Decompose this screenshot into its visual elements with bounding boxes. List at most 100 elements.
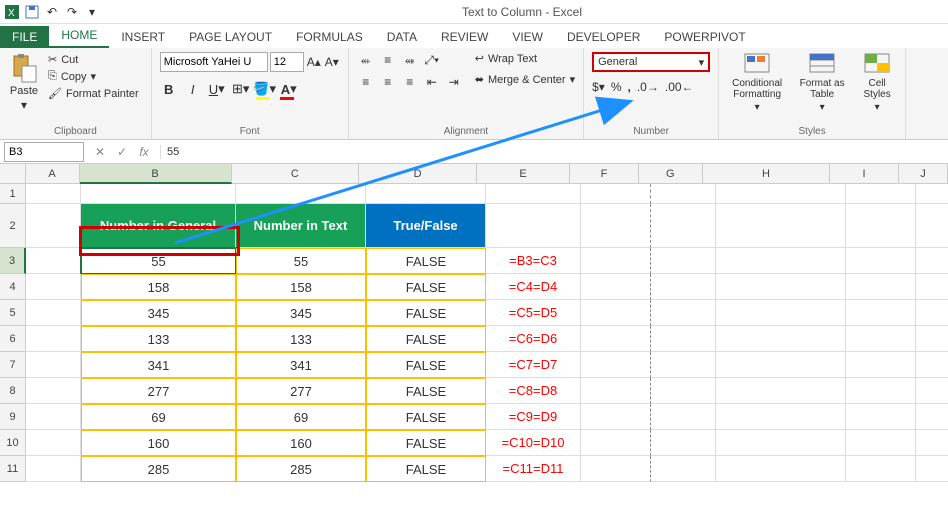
cell-G5[interactable] [651,300,716,326]
row-header-9[interactable]: 9 [0,404,26,430]
cell-A8[interactable] [26,378,81,404]
align-right-icon[interactable]: ≡ [401,74,419,90]
cell-C1[interactable] [236,184,366,204]
cell-F6[interactable] [581,326,651,352]
col-header-G[interactable]: G [639,164,703,184]
cell-B7[interactable]: 341 [81,352,236,378]
cell-D2[interactable]: True/False [366,204,486,248]
cell-C3[interactable]: 55 [236,248,366,274]
tab-insert[interactable]: INSERT [109,26,177,48]
col-header-E[interactable]: E [477,164,570,184]
tab-developer[interactable]: DEVELOPER [555,26,652,48]
cell-A4[interactable] [26,274,81,300]
tab-file[interactable]: FILE [0,26,49,48]
cell-E7[interactable]: =C7=D7 [486,352,581,378]
cell-E3[interactable]: =B3=C3 [486,248,581,274]
cell-H6[interactable] [716,326,846,352]
select-all-corner[interactable] [0,164,26,184]
cell-D3[interactable]: FALSE [366,248,486,274]
cell-F10[interactable] [581,430,651,456]
underline-button[interactable]: U▾ [208,80,226,98]
cell-H9[interactable] [716,404,846,430]
redo-icon[interactable]: ↷ [64,4,80,20]
tab-formulas[interactable]: FORMULAS [284,26,375,48]
cell-A7[interactable] [26,352,81,378]
cell-G7[interactable] [651,352,716,378]
grow-font-icon[interactable]: A▴ [306,54,322,70]
row-header-2[interactable]: 2 [0,204,26,248]
row-header-6[interactable]: 6 [0,326,26,352]
tab-view[interactable]: VIEW [500,26,555,48]
orientation-icon[interactable]: ⤢▾ [423,52,441,68]
cell-A11[interactable] [26,456,81,482]
cell-I4[interactable] [846,274,916,300]
conditional-formatting-button[interactable]: Conditional Formatting▾ [727,52,787,124]
cell-F9[interactable] [581,404,651,430]
cell-H10[interactable] [716,430,846,456]
cell-A10[interactable] [26,430,81,456]
cell-H8[interactable] [716,378,846,404]
cell-F8[interactable] [581,378,651,404]
cell-F3[interactable] [581,248,651,274]
col-header-A[interactable]: A [26,164,80,184]
cell-G4[interactable] [651,274,716,300]
font-color-button[interactable]: A▾ [280,80,298,98]
align-top-icon[interactable]: ⬴ [357,52,375,68]
row-header-3[interactable]: 3 [0,248,26,274]
col-header-J[interactable]: J [899,164,948,184]
cell-D9[interactable]: FALSE [366,404,486,430]
cell-D5[interactable]: FALSE [366,300,486,326]
cell-J10[interactable] [916,430,948,456]
cell-E9[interactable]: =C9=D9 [486,404,581,430]
cell-H11[interactable] [716,456,846,482]
tab-powerpivot[interactable]: POWERPIVOT [652,26,757,48]
increase-decimal-button[interactable]: .0→ [637,80,659,94]
cell-F5[interactable] [581,300,651,326]
cell-G10[interactable] [651,430,716,456]
number-format-select[interactable]: General▾ [592,52,710,72]
row-header-10[interactable]: 10 [0,430,26,456]
cell-F1[interactable] [581,184,651,204]
cell-I8[interactable] [846,378,916,404]
row-header-1[interactable]: 1 [0,184,26,204]
tab-data[interactable]: DATA [375,26,429,48]
tab-review[interactable]: REVIEW [429,26,500,48]
cell-J9[interactable] [916,404,948,430]
cancel-formula-icon[interactable]: ✕ [90,145,110,159]
row-header-4[interactable]: 4 [0,274,26,300]
qat-dropdown-icon[interactable]: ▾ [84,4,100,20]
cell-J7[interactable] [916,352,948,378]
cell-A1[interactable] [26,184,81,204]
cell-B8[interactable]: 277 [81,378,236,404]
cell-J5[interactable] [916,300,948,326]
cell-I2[interactable] [846,204,916,248]
cut-button[interactable]: ✂Cut [44,52,143,67]
comma-button[interactable]: , [628,80,631,94]
cell-I5[interactable] [846,300,916,326]
row-header-11[interactable]: 11 [0,456,26,482]
cell-I6[interactable] [846,326,916,352]
col-header-B[interactable]: B [80,164,232,184]
tab-page-layout[interactable]: PAGE LAYOUT [177,26,284,48]
cell-B3[interactable]: 55 [81,248,236,274]
shrink-font-icon[interactable]: A▾ [324,54,340,70]
tab-home[interactable]: HOME [49,24,109,48]
copy-button[interactable]: ⎘Copy ▾ [44,69,143,84]
cell-A2[interactable] [26,204,81,248]
fill-color-button[interactable]: 🪣▾ [256,80,274,98]
cell-A5[interactable] [26,300,81,326]
cell-C11[interactable]: 285 [236,456,366,482]
enter-formula-icon[interactable]: ✓ [112,145,132,159]
accounting-button[interactable]: $▾ [592,80,605,94]
cell-I7[interactable] [846,352,916,378]
indent-dec-icon[interactable]: ⇤ [423,74,441,90]
cell-I10[interactable] [846,430,916,456]
cell-D10[interactable]: FALSE [366,430,486,456]
col-header-I[interactable]: I [830,164,899,184]
decrease-decimal-button[interactable]: .00← [665,80,694,94]
cell-D8[interactable]: FALSE [366,378,486,404]
cell-J11[interactable] [916,456,948,482]
cell-G8[interactable] [651,378,716,404]
cell-F11[interactable] [581,456,651,482]
cell-D6[interactable]: FALSE [366,326,486,352]
